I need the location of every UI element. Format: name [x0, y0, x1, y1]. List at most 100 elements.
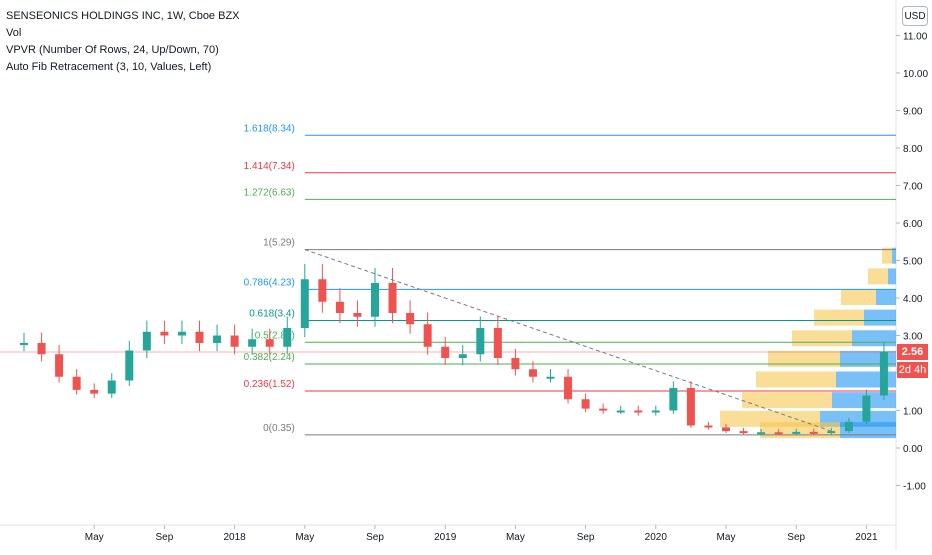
candle-body	[248, 339, 257, 347]
candle-body	[55, 354, 64, 377]
fib-level-label: 1.618(8.34)	[244, 123, 295, 134]
x-tick-label: May	[506, 532, 525, 543]
x-tick-label: 2018	[223, 532, 246, 543]
candle-body	[353, 313, 362, 317]
fib-level-label: 0(0.35)	[263, 423, 295, 434]
volume-profile-bar-up	[888, 268, 896, 285]
y-tick-label: 10.00	[903, 69, 928, 80]
candle-body	[213, 335, 222, 343]
candle-body	[335, 301, 344, 313]
candle-body	[757, 432, 766, 435]
candle-body	[844, 421, 853, 432]
candle-body	[862, 395, 871, 422]
candle-body	[774, 432, 783, 435]
y-tick-label: 11.00	[903, 32, 928, 43]
candle-body	[265, 339, 274, 347]
fib-level-label: 1.414(7.34)	[244, 161, 295, 172]
x-tick-label: May	[85, 532, 104, 543]
volume-profile-bar-up	[840, 422, 896, 439]
candle-body	[739, 431, 748, 434]
chart-legend: SENSEONICS HOLDINGS INC, 1W, Cboe BZX Vo…	[6, 8, 240, 76]
volume-profile-bar-down	[868, 268, 888, 285]
indicator-vpvr[interactable]: VPVR (Number Of Rows, 24, Up/Down, 70)	[6, 44, 219, 56]
candle-body	[704, 425, 713, 428]
fib-level-label: 0.236(1.52)	[244, 379, 295, 390]
candle-body	[809, 431, 818, 434]
candle-body	[300, 279, 309, 328]
x-tick-label: May	[717, 532, 736, 543]
y-tick-label: 4.00	[903, 294, 923, 305]
x-tick-label: May	[295, 532, 314, 543]
x-tick-label: 2020	[645, 532, 668, 543]
candle-body	[651, 410, 660, 413]
chart-title: SENSEONICS HOLDINGS INC, 1W, Cboe BZX	[6, 10, 240, 22]
y-tick-label: 0.00	[903, 444, 923, 455]
candle-body	[230, 335, 239, 347]
volume-profile-bar-up	[864, 309, 896, 326]
candle-body	[107, 380, 116, 394]
candle-body	[318, 279, 327, 302]
candle-body	[283, 328, 292, 347]
indicator-fib[interactable]: Auto Fib Retracement (3, 10, Values, Lef…	[6, 61, 212, 73]
last-price-tag: 2.56	[897, 344, 928, 360]
x-tick-label: 2021	[855, 532, 878, 543]
candle-body	[528, 369, 537, 377]
candle-body	[177, 331, 186, 336]
x-tick-label: Sep	[156, 532, 174, 543]
candle-body	[599, 408, 608, 411]
candle-body	[879, 352, 888, 396]
fib-level-label: 0.382(2.24)	[244, 352, 295, 363]
fib-level-label: 1.272(6.63)	[244, 187, 295, 198]
candle-body	[458, 354, 467, 358]
volume-profile-bar-down	[742, 392, 832, 409]
candle-body	[564, 376, 573, 400]
x-tick-label: 2019	[434, 532, 457, 543]
volume-profile-bar-up	[876, 289, 896, 305]
candle-body	[669, 388, 678, 411]
candle-body	[616, 410, 625, 413]
candle-body	[546, 376, 555, 379]
fib-level-label: 0.618(3.4)	[249, 309, 295, 320]
y-tick-label: 9.00	[903, 107, 923, 118]
fib-level-label: 1(5.29)	[263, 238, 295, 249]
y-tick-label: 1.00	[903, 407, 923, 418]
x-tick-label: Sep	[366, 532, 384, 543]
candle-body	[827, 431, 836, 434]
candle-body	[634, 410, 643, 413]
candle-body	[511, 358, 520, 370]
y-tick-label: 7.00	[903, 182, 923, 193]
candle-body	[195, 331, 204, 343]
volume-profile-bar-down	[841, 289, 876, 305]
fib-level-label: 0.786(4.23)	[244, 277, 295, 288]
volume-profile-bar-down	[882, 247, 892, 264]
candle-body	[72, 376, 81, 390]
y-tick-label: -1.00	[903, 482, 926, 493]
candle-body	[371, 283, 379, 317]
candle-body	[90, 389, 99, 394]
volume-profile-bar-down	[756, 371, 836, 388]
candle-body	[686, 388, 695, 426]
candle-body	[388, 283, 397, 313]
candle-body	[493, 328, 502, 358]
candle-body	[423, 324, 432, 347]
volume-profile-bar-up	[892, 247, 896, 264]
y-tick-label: 5.00	[903, 257, 923, 268]
volume-profile-bar-down	[814, 309, 864, 326]
bar-countdown-tag: 2d 4h	[897, 362, 928, 378]
candle-body	[441, 346, 450, 358]
volume-profile-bar-down	[768, 350, 840, 367]
y-tick-label: 3.00	[903, 332, 923, 343]
x-tick-label: Sep	[787, 532, 805, 543]
y-tick-label: 8.00	[903, 144, 923, 155]
volume-profile-bar-down	[792, 330, 852, 347]
candle-body	[406, 313, 415, 325]
x-tick-label: Sep	[577, 532, 595, 543]
candle-body	[160, 331, 169, 336]
currency-button[interactable]: USD	[902, 6, 928, 26]
candle-body	[142, 331, 151, 351]
indicator-volume[interactable]: Vol	[6, 27, 22, 39]
candle-body	[37, 343, 46, 355]
y-tick-label: 6.00	[903, 219, 923, 230]
